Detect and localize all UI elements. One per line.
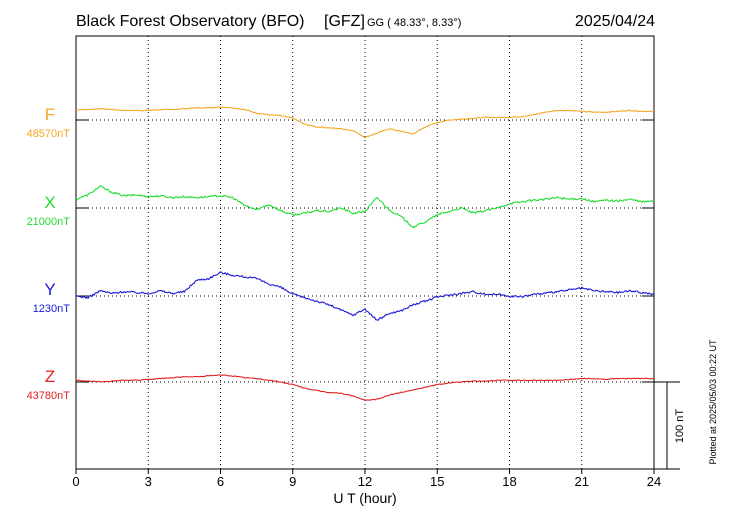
series-name-x: X [44, 193, 55, 212]
chart-title: Black Forest Observatory (BFO) [76, 13, 305, 30]
series-name-f: F [45, 105, 55, 124]
baselines [76, 119, 654, 383]
institute-label: [GFZ] [324, 13, 365, 30]
series-name-z: Z [45, 367, 55, 386]
series-baseline-z: 43780nT [27, 390, 71, 402]
grid [147, 36, 583, 469]
scale-bar-label: 100 nT [674, 409, 686, 444]
x-axis-label: U T (hour) [333, 490, 396, 506]
chart-date: 2025/04/24 [575, 13, 655, 30]
traces [75, 106, 655, 401]
x-tick-label: 3 [145, 474, 152, 489]
x-tick-label: 21 [575, 474, 589, 489]
trace-x [75, 185, 655, 229]
series-baseline-x: 21000nT [27, 216, 71, 228]
series-baseline-y: 1230nT [33, 303, 71, 315]
series-baseline-f: 48570nT [27, 128, 71, 140]
x-tick-label: 15 [430, 474, 444, 489]
x-tick-label: 9 [289, 474, 296, 489]
trace-z [75, 374, 654, 401]
x-tick-label: 18 [502, 474, 516, 489]
trace-f [75, 106, 655, 139]
x-axis: 0 3 6 9 12 15 18 21 24 [72, 469, 661, 489]
x-tick-label: 6 [217, 474, 224, 489]
x-tick-label: 12 [358, 474, 372, 489]
series-name-y: Y [44, 280, 55, 299]
coordinates-label: GG ( 48.33°, 8.33°) [367, 17, 461, 29]
x-tick-label: 24 [647, 474, 661, 489]
x-tick-label: 0 [72, 474, 79, 489]
scale-bar [654, 381, 680, 470]
plotted-note: Plotted at 2025/05/03 00:22 UT [708, 339, 718, 465]
trace-y [75, 271, 655, 321]
series-labels: F 48570nT X 21000nT Y 1230nT Z 43780nT [27, 105, 71, 402]
